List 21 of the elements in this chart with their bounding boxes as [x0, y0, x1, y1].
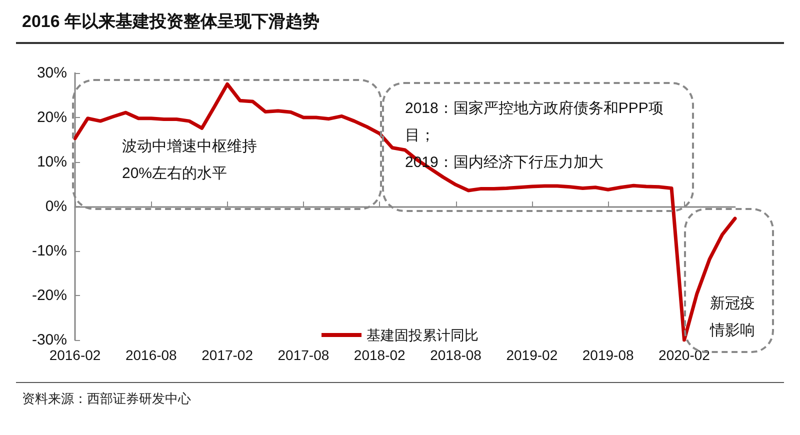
x-tick-label: 2018-02 — [354, 347, 406, 363]
annotation: 波动中增速中枢维持20%左右的水平 — [122, 137, 258, 184]
y-tick-label: -30% — [32, 332, 67, 348]
y-tick-label: -20% — [32, 287, 67, 304]
x-tick-label: 2016-08 — [125, 347, 178, 363]
y-tick-label: 30% — [36, 64, 67, 82]
x-tick-label: 2017-08 — [278, 347, 330, 363]
annotation: 新冠疫情影响 — [710, 294, 756, 341]
text: 资料来源：西部证券研发中心 — [22, 390, 191, 408]
x-tick-label: 2020-02 — [658, 347, 710, 363]
x-tick-label: 2019-08 — [582, 347, 634, 363]
x-tick-label: 2016-02 — [49, 347, 101, 363]
y-tick-label: 10% — [36, 154, 67, 170]
x-tick-label: 2018-08 — [430, 347, 482, 363]
x-tick-label: 2017-02 — [202, 347, 254, 363]
legend-label: 基建固投累计同比 — [366, 327, 478, 343]
y-tick-label: 20% — [36, 109, 67, 126]
y-tick-label: -10% — [32, 242, 67, 260]
chart-title: 2016 年以来基建投资整体呈现下滑趋势 — [22, 11, 320, 33]
x-tick-label: 2019-02 — [506, 347, 558, 363]
y-tick-label: 0% — [45, 198, 67, 215]
